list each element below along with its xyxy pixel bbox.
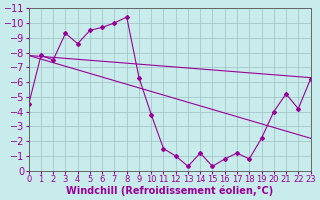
X-axis label: Windchill (Refroidissement éolien,°C): Windchill (Refroidissement éolien,°C): [66, 185, 273, 196]
